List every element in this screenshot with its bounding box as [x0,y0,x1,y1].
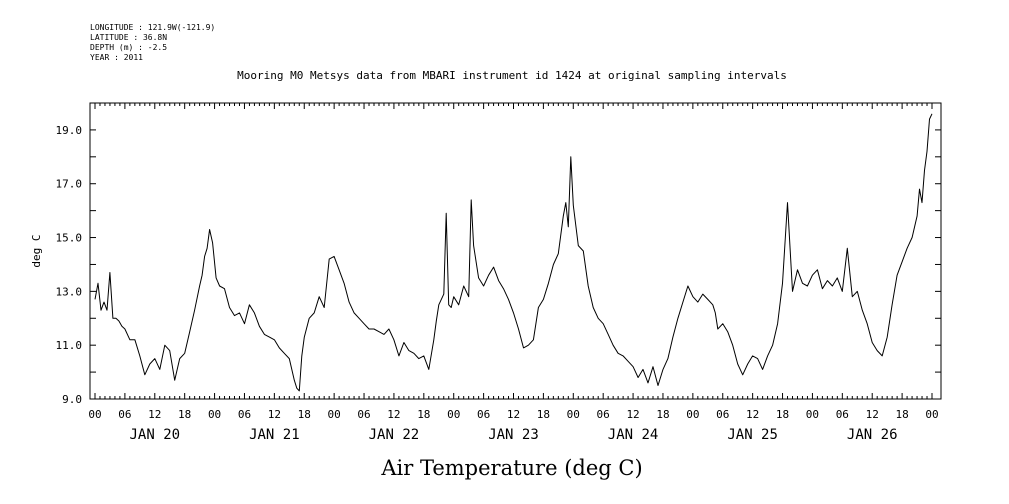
x-tick-label: 12 [387,408,400,421]
day-label: JAN 21 [249,427,300,443]
x-tick-label: 06 [716,408,729,421]
x-tick-label: 18 [298,408,311,421]
x-tick-label: 00 [925,408,938,421]
x-tick-label: 06 [597,408,610,421]
day-label: JAN 20 [129,427,180,443]
header-longitude: LONGITUDE : 121.9W(-121.9) [90,23,215,32]
day-label: JAN 26 [847,427,898,443]
x-tick-label: 12 [746,408,759,421]
x-tick-label: 06 [118,408,131,421]
x-tick-label: 00 [447,408,460,421]
y-tick-label: 13.0 [56,285,83,298]
x-tick-label: 12 [866,408,879,421]
series-line-air-temperature [94,113,933,392]
y-tick-label: 11.0 [56,339,83,352]
x-tick-label: 18 [895,408,908,421]
y-tick-label: 19.0 [56,124,83,137]
y-tick-label: 9.0 [62,393,82,406]
plot-frame [89,102,942,400]
header-depth: DEPTH (m) : -2.5 [90,43,167,52]
axis-tick-labels: 00 06 12 18 00 06 12 18 00 06 12 18 00 06 12 18 00 06 12 18… [56,124,939,443]
chart-title: Mooring M0 Metsys data from MBARI instru… [237,69,787,82]
x-tick-label: 18 [417,408,430,421]
x-tick-label: 00 [806,408,819,421]
day-label: JAN 24 [608,427,659,443]
y-tick-label: 15.0 [56,232,83,245]
series-layer [94,113,933,392]
day-label: JAN 23 [488,427,539,443]
x-tick-label: 12 [626,408,639,421]
day-label: JAN 22 [369,427,420,443]
y-axis-label: deg C [30,234,43,267]
header-latitude: LATITUDE : 36.8N [90,33,167,42]
x-tick-label: 00 [88,408,101,421]
axis-ticks [90,102,941,400]
day-label: JAN 25 [727,427,778,443]
x-tick-label: 12 [268,408,281,421]
y-tick-label: 17.0 [56,178,83,191]
x-tick-label: 06 [477,408,490,421]
x-tick-label: 12 [507,408,520,421]
x-axis-title: Air Temperature (deg C) [380,456,642,480]
x-tick-label: 06 [836,408,849,421]
header-year: YEAR : 2011 [90,53,143,62]
x-tick-label: 00 [208,408,221,421]
x-tick-label: 06 [238,408,251,421]
x-tick-label: 18 [776,408,789,421]
x-tick-label: 00 [686,408,699,421]
x-tick-label: 18 [656,408,669,421]
x-tick-label: 00 [567,408,580,421]
x-tick-label: 18 [178,408,191,421]
x-tick-label: 06 [357,408,370,421]
x-tick-label: 00 [328,408,341,421]
x-tick-label: 18 [537,408,550,421]
x-tick-label: 12 [148,408,161,421]
